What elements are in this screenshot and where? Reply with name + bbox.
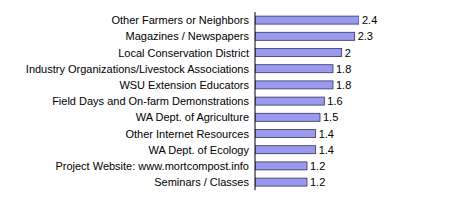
category-label: Other Internet Resources: [125, 128, 249, 140]
chart-svg: Other Farmers or Neighbors 2.4 Magazines /…: [0, 0, 458, 199]
data-label: 1.5: [323, 111, 338, 123]
bar: [255, 113, 320, 121]
category-label: Magazines / Newspapers: [125, 30, 249, 42]
bar: [255, 97, 324, 105]
bar: [255, 130, 316, 138]
chart-container: Other Farmers or Neighbors 2.4 Magazines /…: [0, 0, 458, 199]
bar: [255, 16, 359, 24]
category-label: Local Conservation District: [118, 47, 249, 59]
data-label: 1.8: [336, 79, 351, 91]
data-label: 1.2: [310, 176, 325, 188]
data-label: 2.3: [358, 30, 373, 42]
category-label: WA Dept. of Ecology: [149, 144, 250, 156]
data-label: 1.6: [327, 95, 342, 107]
bar: [255, 32, 355, 40]
category-label: Field Days and On-farm Demonstrations: [52, 95, 249, 107]
data-label: 2.4: [362, 14, 377, 26]
category-label: WSU Extension Educators: [119, 79, 249, 91]
data-label: 1.4: [319, 144, 334, 156]
bar: [255, 49, 342, 57]
bar: [255, 178, 307, 186]
data-label: 1.2: [310, 160, 325, 172]
bar: [255, 162, 307, 170]
bars: [255, 16, 359, 186]
category-label: WA Dept. of Agriculture: [136, 111, 249, 123]
category-label: Seminars / Classes: [154, 176, 249, 188]
bar: [255, 81, 333, 89]
category-label: Industry Organizations/Livestock Associa…: [26, 63, 250, 75]
labels: Other Farmers or Neighbors 2.4 Magazines /…: [26, 14, 377, 188]
axis-line: [255, 12, 256, 190]
data-label: 1.8: [336, 63, 351, 75]
data-label: 2: [345, 47, 351, 59]
category-label: Project Website: www.mortcompost.info: [55, 160, 249, 172]
category-label: Other Farmers or Neighbors: [111, 14, 249, 26]
data-label: 1.4: [319, 128, 334, 140]
bar: [255, 146, 316, 154]
bar: [255, 65, 333, 73]
